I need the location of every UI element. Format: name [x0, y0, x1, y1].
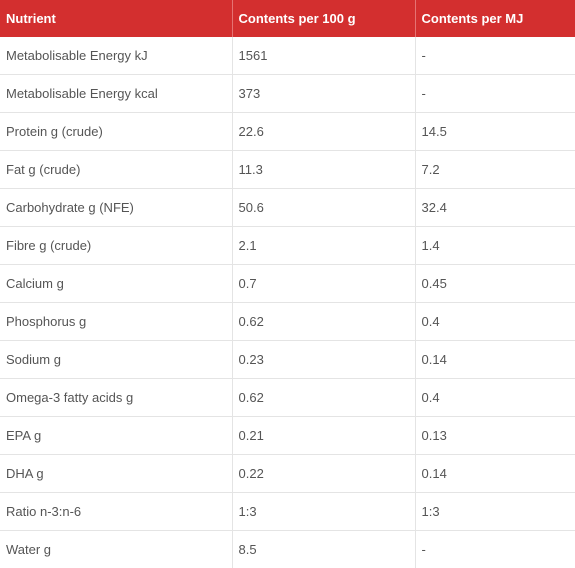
cell-per-100g: 8.5: [232, 530, 416, 568]
cell-nutrient: Carbohydrate g (NFE): [0, 188, 233, 227]
cell-nutrient: Phosphorus g: [0, 302, 233, 341]
table-row: Fibre g (crude) 2.1 1.4: [0, 226, 575, 265]
table-row: Omega-3 fatty acids g 0.62 0.4: [0, 378, 575, 417]
table-row: Metabolisable Energy kJ 1561-: [0, 37, 575, 75]
cell-per-100g: 0.62: [232, 378, 416, 417]
cell-nutrient: Metabolisable Energy kcal: [0, 74, 233, 113]
cell-per-100g: 0.7: [232, 264, 416, 303]
cell-per-mj: 32.4: [415, 188, 575, 227]
header-contents-per-mj: Contents per MJ: [415, 0, 575, 37]
table-row: Phosphorus g 0.62 0.4: [0, 302, 575, 341]
cell-nutrient: DHA g: [0, 454, 233, 493]
cell-per-mj: -: [415, 530, 575, 568]
cell-per-100g: 1561: [232, 37, 416, 75]
cell-nutrient: Omega-3 fatty acids g: [0, 378, 233, 417]
table-row: Sodium g 0.23 0.14: [0, 340, 575, 379]
cell-per-mj: 0.4: [415, 302, 575, 341]
cell-nutrient: Calcium g: [0, 264, 233, 303]
cell-per-100g: 22.6: [232, 112, 416, 151]
cell-per-100g: 0.62: [232, 302, 416, 341]
cell-per-mj: 0.14: [415, 454, 575, 493]
cell-per-mj: 1:3: [415, 492, 575, 531]
table-body: Metabolisable Energy kJ 1561- Metabolisabl…: [0, 37, 575, 568]
header-row: Nutrient Contents per 100 g Contents per…: [0, 0, 575, 37]
cell-nutrient: Fat g (crude): [0, 150, 233, 189]
cell-per-mj: 0.13: [415, 416, 575, 455]
table-row: Fat g (crude) 11.3 7.2: [0, 150, 575, 189]
cell-per-mj: -: [415, 37, 575, 75]
table-row: Calcium g 0.7 0.45: [0, 264, 575, 303]
cell-per-100g: 50.6: [232, 188, 416, 227]
cell-nutrient: EPA g: [0, 416, 233, 455]
table-row: EPA g 0.21 0.13: [0, 416, 575, 455]
cell-per-mj: 1.4: [415, 226, 575, 265]
table-row: Carbohydrate g (NFE) 50.6 32.4: [0, 188, 575, 227]
cell-per-mj: 0.45: [415, 264, 575, 303]
table-row: Protein g (crude) 22.6 14.5: [0, 112, 575, 151]
cell-per-100g: 1:3: [232, 492, 416, 531]
cell-per-mj: 0.4: [415, 378, 575, 417]
cell-per-100g: 11.3: [232, 150, 416, 189]
table-header: Nutrient Contents per 100 g Contents per…: [0, 0, 575, 37]
cell-per-100g: 373: [232, 74, 416, 113]
cell-nutrient: Fibre g (crude): [0, 226, 233, 265]
header-contents-per-100g: Contents per 100 g: [232, 0, 416, 37]
table-row: DHA g 0.22 0.14: [0, 454, 575, 493]
header-nutrient: Nutrient: [0, 0, 233, 37]
table-row: Ratio n-3:n-6 1:3 1:3: [0, 492, 575, 531]
cell-per-mj: 14.5: [415, 112, 575, 151]
cell-per-100g: 0.23: [232, 340, 416, 379]
cell-per-100g: 0.22: [232, 454, 416, 493]
cell-per-100g: 0.21: [232, 416, 416, 455]
cell-per-mj: 0.14: [415, 340, 575, 379]
cell-nutrient: Ratio n-3:n-6: [0, 492, 233, 531]
cell-nutrient: Protein g (crude): [0, 112, 233, 151]
cell-nutrient: Water g: [0, 530, 233, 568]
cell-nutrient: Sodium g: [0, 340, 233, 379]
cell-per-100g: 2.1: [232, 226, 416, 265]
table-row: Metabolisable Energy kcal 373-: [0, 74, 575, 113]
cell-per-mj: 7.2: [415, 150, 575, 189]
cell-nutrient: Metabolisable Energy kJ: [0, 37, 233, 75]
table-row: Water g 8.5-: [0, 530, 575, 568]
cell-per-mj: -: [415, 74, 575, 113]
